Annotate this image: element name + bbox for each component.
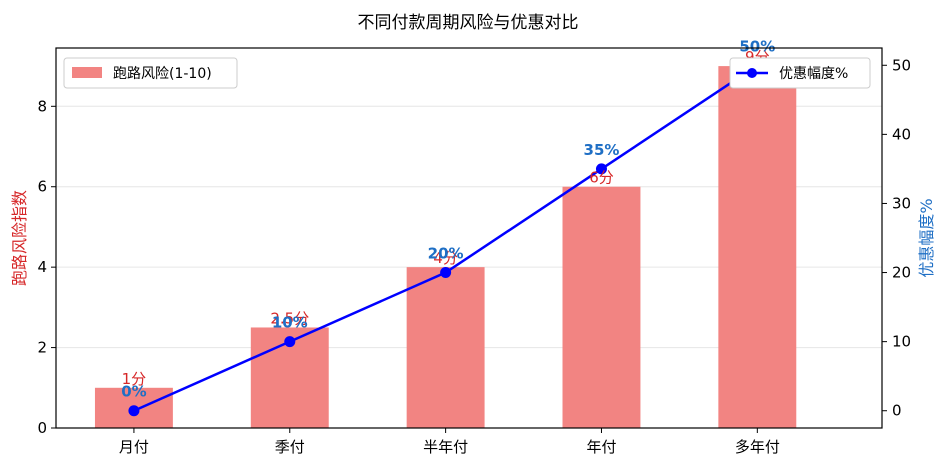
line-value-label-3: 35% [584, 141, 620, 159]
y-right-tick-label-0: 0 [892, 402, 902, 420]
bar-4 [718, 66, 797, 428]
line-value-label-2: 20% [428, 245, 464, 263]
y-left-tick-label-3: 6 [37, 178, 47, 196]
y-right-tick-label-3: 30 [892, 194, 911, 212]
bar-3 [562, 186, 641, 428]
x-tick-label-0: 月付 [119, 438, 149, 456]
bar-value-label-1: 2.5分 [270, 309, 309, 327]
legend-line-label: 优惠幅度% [779, 66, 848, 82]
y-left-tick-label-0: 0 [37, 419, 47, 437]
legend-right: 优惠幅度% [729, 57, 871, 89]
bar-2 [406, 267, 485, 428]
y-left-tick-label-2: 4 [37, 258, 47, 276]
axis-layer: 0 2 4 6 8 0 10 20 30 40 50 月付 季付 半年付 年付 多年付 [37, 47, 911, 456]
x-tick-label-2: 半年付 [423, 438, 468, 456]
legend-left: 跑路风险(1-10) [63, 57, 238, 89]
x-tick-label-1: 季付 [275, 438, 305, 456]
legend-line-marker [747, 68, 757, 78]
bar-layer [94, 66, 797, 428]
line-value-label-0: 0% [121, 383, 146, 401]
legend-right-frame [729, 57, 871, 89]
y-axis-right-label: 优惠幅度% [917, 198, 936, 277]
x-tick-label-4: 多年付 [735, 438, 780, 456]
line-point-1 [284, 336, 296, 348]
bar-value-label-0: 1分 [122, 370, 147, 388]
line-point-0 [128, 405, 140, 417]
y-right-tick-label-1: 10 [892, 333, 911, 351]
line-value-label-4: 50% [739, 37, 775, 55]
bar-value-label-2: 4分 [433, 249, 458, 267]
y-right-tick-label-5: 50 [892, 56, 911, 74]
y-right-tick-label-4: 40 [892, 125, 911, 143]
y-left-tick-label-1: 2 [37, 339, 47, 357]
legend-left-frame [63, 57, 238, 89]
plot-frame [55, 47, 883, 429]
legend-bar-label: 跑路风险(1-10) [113, 66, 212, 82]
y-left-tick-label-4: 8 [37, 97, 47, 115]
y-axis-left-label: 跑路风险指数 [10, 190, 29, 286]
line-value-label-1: 10% [272, 314, 308, 332]
chart-title: 不同付款周期风险与优惠对比 [358, 13, 579, 33]
legend-bar-swatch [72, 67, 102, 78]
bar-value-label-3: 6分 [589, 169, 614, 187]
y-right-tick-label-2: 20 [892, 264, 911, 282]
line-point-2 [440, 267, 452, 279]
x-tick-label-3: 年付 [586, 438, 616, 456]
line-point-3 [595, 163, 607, 175]
